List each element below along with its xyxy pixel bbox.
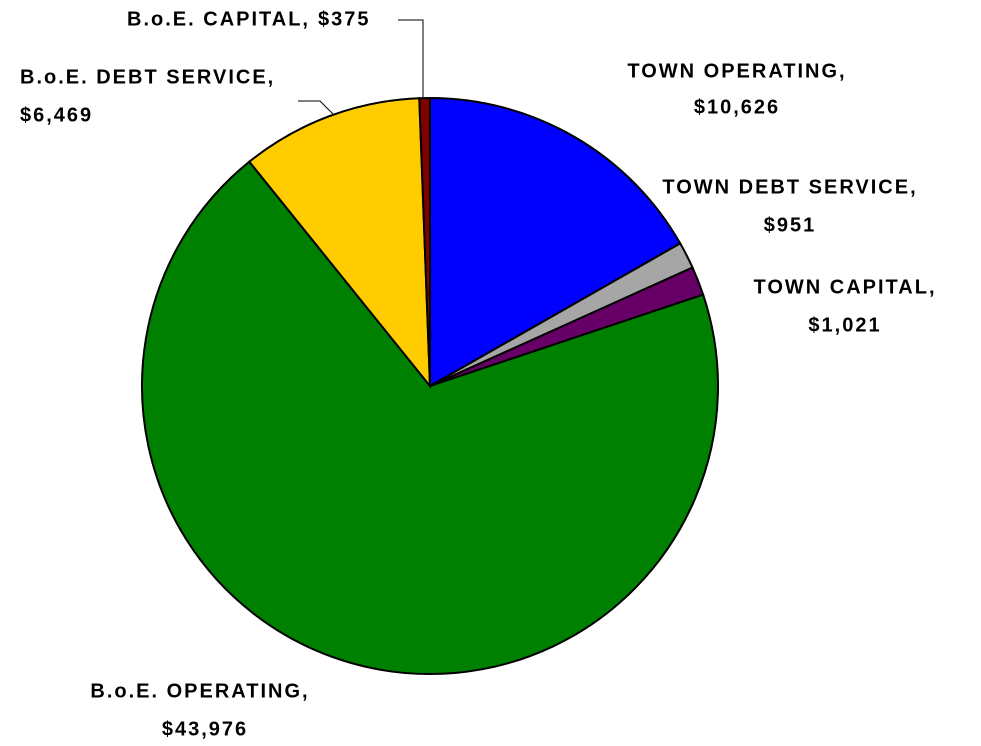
slice-label: TOWN DEBT SERVICE,	[662, 176, 917, 198]
slice-label: B.o.E. CAPITAL,	[127, 8, 310, 30]
pie-slice	[247, 97, 432, 389]
value-label: $951	[764, 214, 817, 236]
pie-slice	[429, 96, 682, 388]
value-label: $10,626	[694, 96, 780, 118]
value-label: $375	[318, 8, 371, 30]
leader-line	[398, 19, 424, 100]
leader-line	[298, 100, 335, 116]
pie-slice	[141, 160, 719, 675]
value-label: $1,021	[808, 314, 881, 336]
slice-label: B.o.E. OPERATING,	[90, 680, 309, 702]
value-label: $43,976	[162, 718, 248, 740]
slice-label: TOWN CAPITAL,	[753, 276, 936, 298]
value-label: $6,469	[20, 104, 93, 126]
slice-label: TOWN OPERATING,	[627, 60, 846, 82]
slice-label: B.o.E. DEBT SERVICE,	[20, 66, 275, 88]
pie-slice	[418, 96, 431, 387]
